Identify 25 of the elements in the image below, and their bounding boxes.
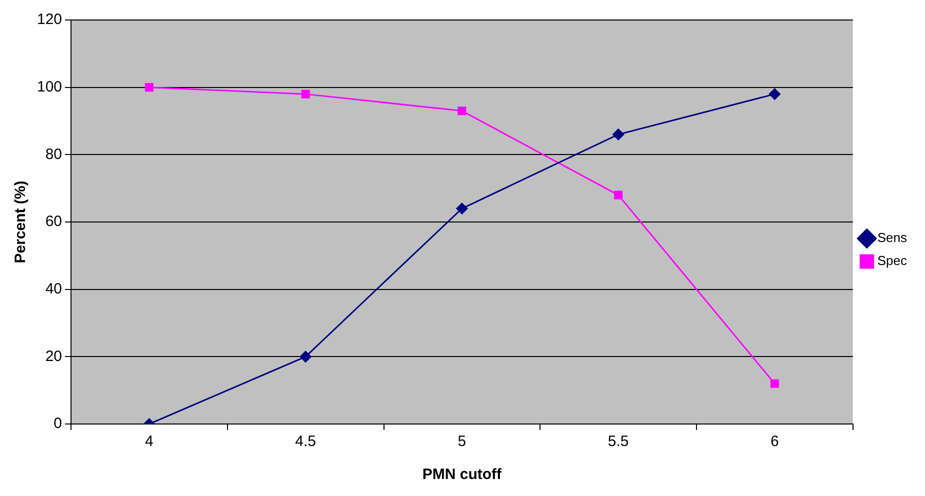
y-axis-title: Percent (%) (12, 180, 30, 264)
point (144, 83, 154, 92)
y-tick-label: 100 (36, 78, 62, 96)
x-tick-label: 4.5 (295, 433, 316, 450)
point (770, 379, 779, 388)
x-axis-title: PMN cutoff (422, 466, 503, 484)
x-tick-label: 6 (770, 433, 779, 450)
point (300, 350, 312, 362)
y-tick-label: 40 (45, 280, 62, 298)
point (456, 202, 468, 214)
legend-label: Sens (877, 230, 908, 246)
point (768, 88, 780, 100)
point (614, 190, 623, 200)
x-tick-label: 4 (145, 433, 154, 450)
x-tick-label: 5 (458, 433, 466, 450)
y-tick-label: 80 (45, 146, 62, 163)
y-tick-label: 0 (54, 415, 62, 432)
x-tick-label: 5.5 (608, 433, 629, 450)
y-tick-label: 120 (36, 11, 62, 28)
point (612, 128, 624, 140)
point (458, 106, 466, 116)
y-tick-label: 20 (45, 348, 62, 365)
y-tick-label: 60 (45, 213, 62, 230)
legend-label: Spec (877, 253, 908, 268)
point (301, 90, 310, 98)
